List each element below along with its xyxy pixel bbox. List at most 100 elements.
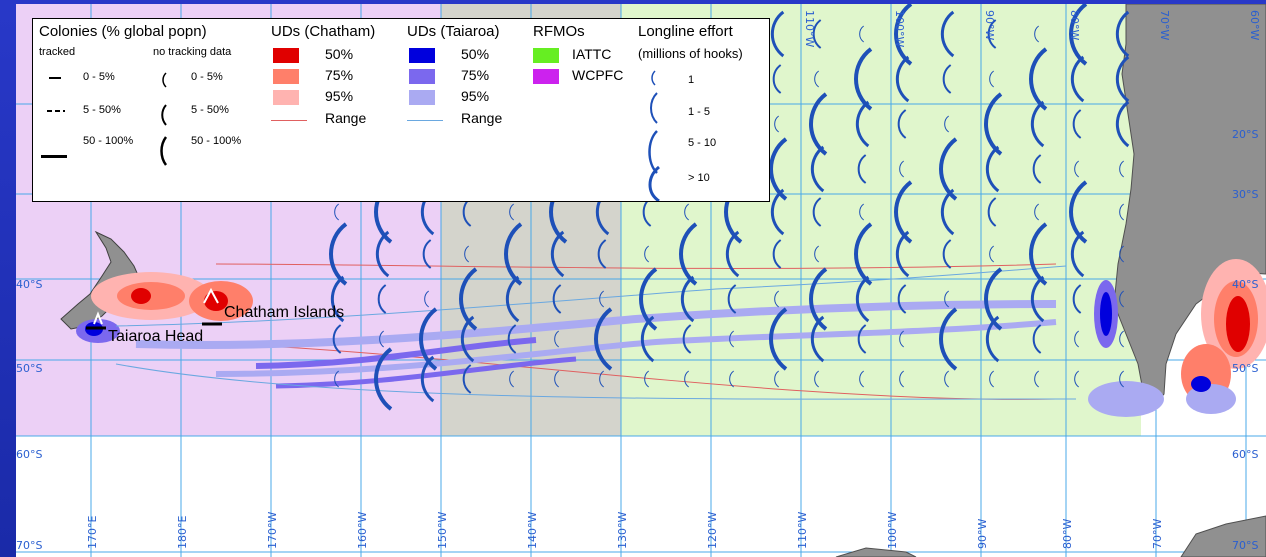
longline-arc [812,19,822,49]
longline-arc [770,10,785,58]
svg-text:50°S: 50°S [16,362,42,375]
swatch-chatham-95 [273,90,299,105]
longline-arc [419,307,438,371]
longline-arc [899,160,904,178]
longline-arc [459,267,478,331]
longline-arc [895,230,910,278]
longitude-label: 60°W [1248,10,1261,40]
legend-untracked-range-2: 5 - 50% [191,104,229,116]
longline-arc [334,203,339,221]
longline-arc [1032,154,1042,184]
longline-arc [1072,284,1082,314]
longline-arc [944,115,949,133]
longline-arc [1070,55,1085,103]
longline-arc [944,370,949,388]
longline-arc [985,145,1000,193]
longline-arc [899,370,904,388]
colony-untracked-markers [160,72,168,166]
svg-text:70°S: 70°S [16,539,42,552]
longline-arc [1119,330,1124,348]
longline-arc [597,239,607,269]
longline-arc [894,180,913,244]
longline-arc [1115,10,1130,58]
longitude-labels: 170°E 180°E 170°W 160°W 150°W 140°W 130°W 120°W… [86,10,1261,549]
longline-arc [464,245,469,263]
longitude-label: 70°W [1151,519,1164,549]
longline-arc [989,245,994,263]
longline-arc [939,307,958,371]
swatch-chatham-75 [273,69,299,84]
longline-arc [462,364,472,394]
longline-arc [899,330,904,348]
longline-arc [812,197,822,227]
longline-legend-arcs [648,70,661,201]
ocean-south [16,436,1266,557]
colony-markers [86,287,222,330]
longline-arc [1069,180,1088,244]
legend-chatham-95: 95% [325,88,354,104]
longitude-label: 170°W [266,512,279,549]
longline-arc [1034,25,1039,43]
longline-arc [1119,370,1124,388]
longline-arc [509,203,514,221]
longline-arc [942,239,952,269]
longitude-label: 150°W [436,512,449,549]
legend-tracked-label: tracked [39,46,76,58]
longitude-label: 80°W [1061,519,1074,549]
longline-arc [1115,100,1130,148]
longitude-label: 120°W [706,512,719,549]
swatch-taiaroa-75 [409,69,435,84]
longline-arc [897,284,907,314]
longitude-label: 140°W [526,512,539,549]
longline-arc [770,188,785,236]
antarctica-west [835,547,917,557]
svg-text:60°S: 60°S [1232,448,1258,461]
swatch-chatham-range [271,120,307,121]
longline-arc [1030,100,1045,148]
longline-arc [1034,203,1039,221]
longitude-label: 170°E [86,516,99,549]
legend-longline-3: 5 - 10 [688,137,717,149]
longline-arc [729,330,734,348]
longline-arc [594,307,613,371]
longline-arc [985,315,1000,363]
longitude-label: 100°W [893,10,906,47]
longline-arc [375,230,390,278]
longline-arc [814,245,819,263]
longline-arc [377,284,387,314]
longline-arc [424,290,429,308]
longline-arc [599,370,604,388]
svg-text:40°S: 40°S [1232,278,1258,291]
legend-taiaroa-95: 95% [461,88,490,104]
longline-arc [774,290,779,308]
longline-arc [1119,290,1124,308]
svg-text:60°S: 60°S [16,448,42,461]
longline-arc [684,370,689,388]
longline-arc [505,275,520,323]
legend-ud-chatham-title: UDs (Chatham) [271,23,376,40]
longline-arc [1074,330,1079,348]
longline-arc [334,370,339,388]
longline-arc [987,197,997,227]
longline-arc [684,203,689,221]
legend-colony-range-3: 50 - 100% [83,135,134,147]
longline-arc [639,267,658,331]
longline-arc [772,64,782,94]
longline-arc [599,290,604,308]
map-area[interactable]: Chatham Islands Taiaroa Head 20°S 30°S 4… [16,4,1266,557]
legend-longline-2: 1 - 5 [688,106,711,118]
legend-taiaroa-range: Range [461,110,503,126]
longline-arc [989,370,994,388]
legend-longline-1: 1 [688,74,695,86]
longline-arc [1034,370,1039,388]
longline-arc [859,25,864,43]
longitude-label: 70°W [1158,10,1171,40]
swatch-taiaroa-50 [409,48,435,63]
legend-chatham-range: Range [325,110,367,126]
longline-arc [859,203,864,221]
longitude-label: 110°W [803,10,816,47]
longline-arc [939,137,958,201]
longline-arc [725,230,740,278]
place-chatham-islands: Chatham Islands [224,304,344,321]
